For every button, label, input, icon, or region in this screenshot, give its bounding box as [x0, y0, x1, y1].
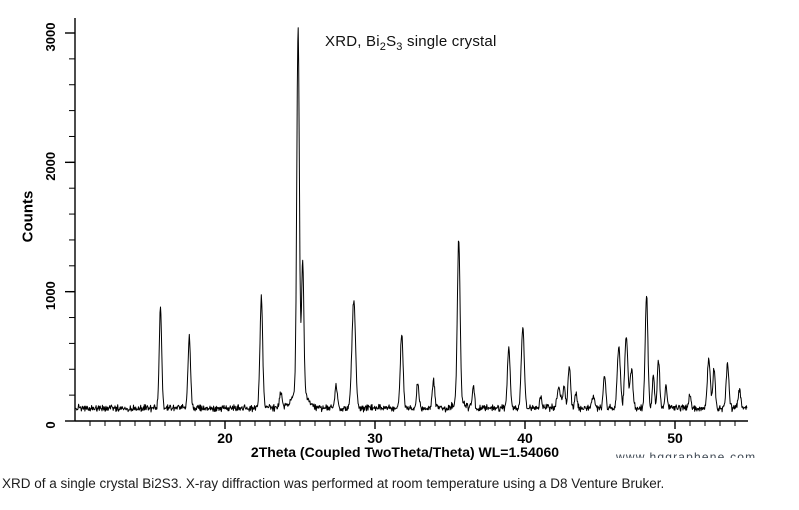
chart-title-sub1: 2 [379, 41, 387, 53]
tick-label: 20 [217, 430, 233, 446]
tick-label: 0 [43, 421, 58, 428]
chart-title: XRD, Bi2S3 single crystal [325, 33, 497, 53]
y-axis-title: Counts [19, 190, 37, 243]
tick-label: 50 [667, 430, 683, 446]
chart-title-suffix: single crystal [402, 33, 497, 50]
x-axis-title: 2Theta (Coupled TwoTheta/Theta) WL=1.540… [250, 444, 560, 460]
tick-label: 3000 [43, 23, 58, 52]
tick-label: 30 [367, 430, 383, 446]
tick-label: 40 [517, 430, 533, 446]
tick-label: 2000 [43, 152, 58, 181]
xrd-trace [74, 27, 748, 413]
watermark-text: www.hqgraphene.com [616, 450, 757, 458]
xrd-plot: 20 30 40 50 0 1000 2000 3000 [43, 18, 748, 446]
chart-title-mid: S [386, 33, 397, 50]
chart-title-prefix: XRD, Bi [325, 33, 380, 50]
figure-caption: XRD of a single crystal Bi2S3. X-ray dif… [2, 476, 665, 491]
tick-label: 1000 [43, 281, 58, 310]
watermark: www.hqgraphene.com [616, 450, 766, 458]
chart-title-sub2: 3 [396, 41, 403, 53]
